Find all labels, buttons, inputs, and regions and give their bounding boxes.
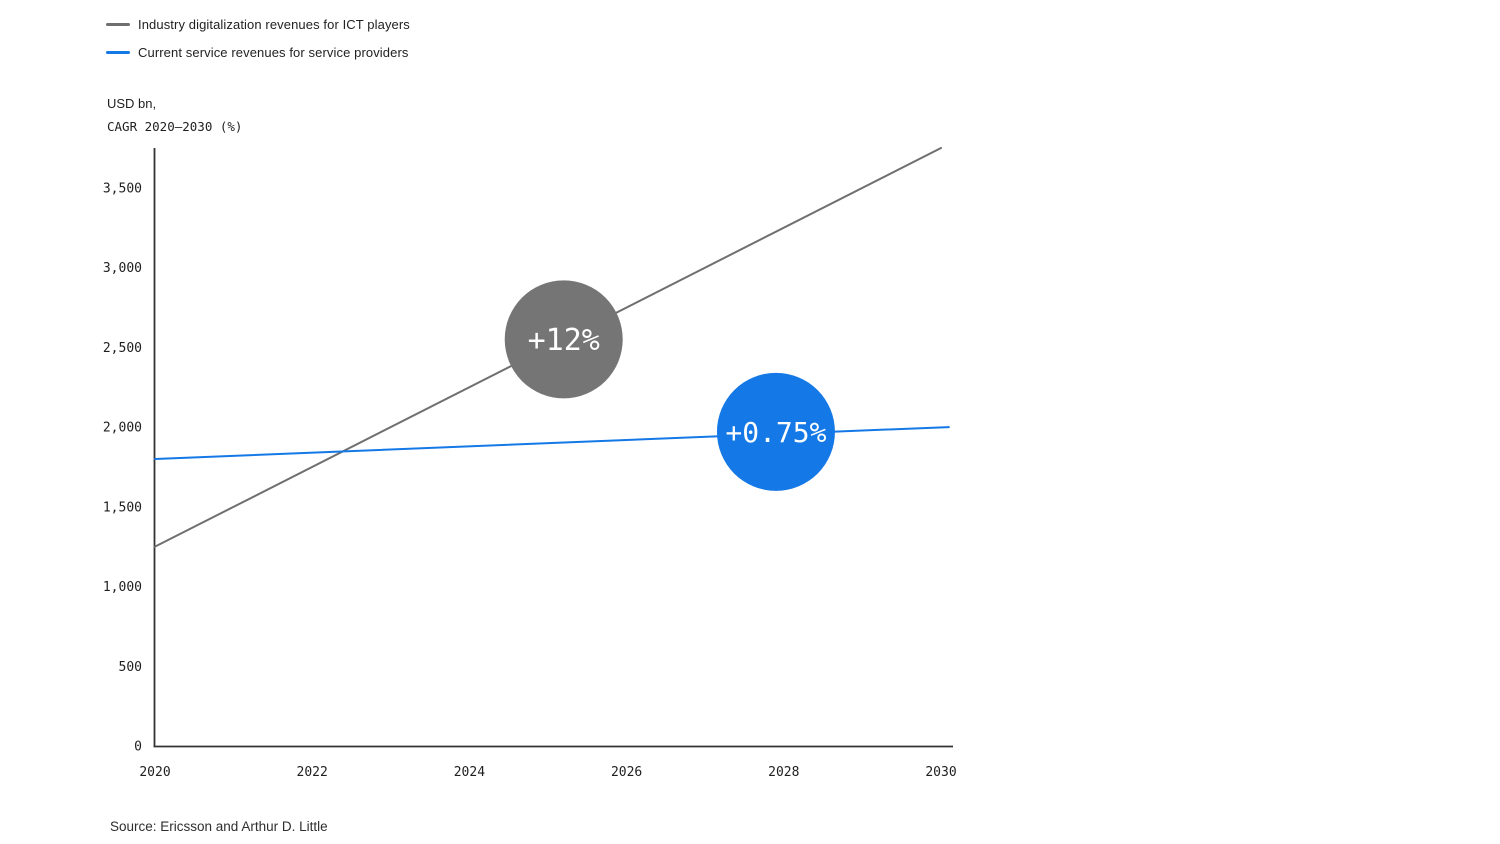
y-axis-title: USD bn, CAGR 2020–2030 (%)	[107, 92, 242, 138]
x-tick-label: 2026	[611, 765, 642, 780]
y-tick-label: 3,500	[103, 181, 142, 196]
y-tick-label: 500	[119, 660, 142, 675]
source-note: Source: Ericsson and Arthur D. Little	[110, 819, 328, 834]
y-tick-label: 3,000	[103, 261, 142, 276]
y-axis-title-units: USD bn,	[107, 96, 157, 111]
legend-item-ict: Industry digitalization revenues for ICT…	[106, 14, 410, 34]
x-tick-label: 2020	[139, 765, 170, 780]
x-tick-label: 2024	[454, 765, 485, 780]
cagr-badge-circle-service	[716, 372, 835, 491]
y-tick-label: 2,500	[103, 341, 142, 356]
y-tick-label: 1,500	[103, 500, 142, 515]
legend-swatch-blue-line	[106, 50, 130, 54]
x-tick-label: 2022	[297, 765, 328, 780]
x-tick-label: 2028	[768, 765, 799, 780]
cagr-badge-label-service: +0.75%	[725, 416, 826, 449]
y-tick-label: 2,000	[103, 421, 142, 436]
cagr-badge-circle-ict	[504, 280, 623, 399]
y-axis-title-cagr: CAGR 2020–2030 (%)	[107, 119, 243, 134]
legend-label-ict: Industry digitalization revenues for ICT…	[138, 16, 410, 32]
chart-legend: Industry digitalization revenues for ICT…	[106, 14, 410, 70]
cagr-badge-label-ict: +12%	[528, 323, 600, 358]
legend-swatch-gray-line	[106, 22, 130, 26]
y-tick-label: 0	[134, 740, 142, 755]
legend-label-service: Current service revenues for service pro…	[138, 44, 409, 60]
x-tick-label: 2030	[925, 765, 956, 780]
legend-item-service: Current service revenues for service pro…	[106, 42, 410, 62]
y-tick-label: 1,000	[103, 580, 142, 595]
